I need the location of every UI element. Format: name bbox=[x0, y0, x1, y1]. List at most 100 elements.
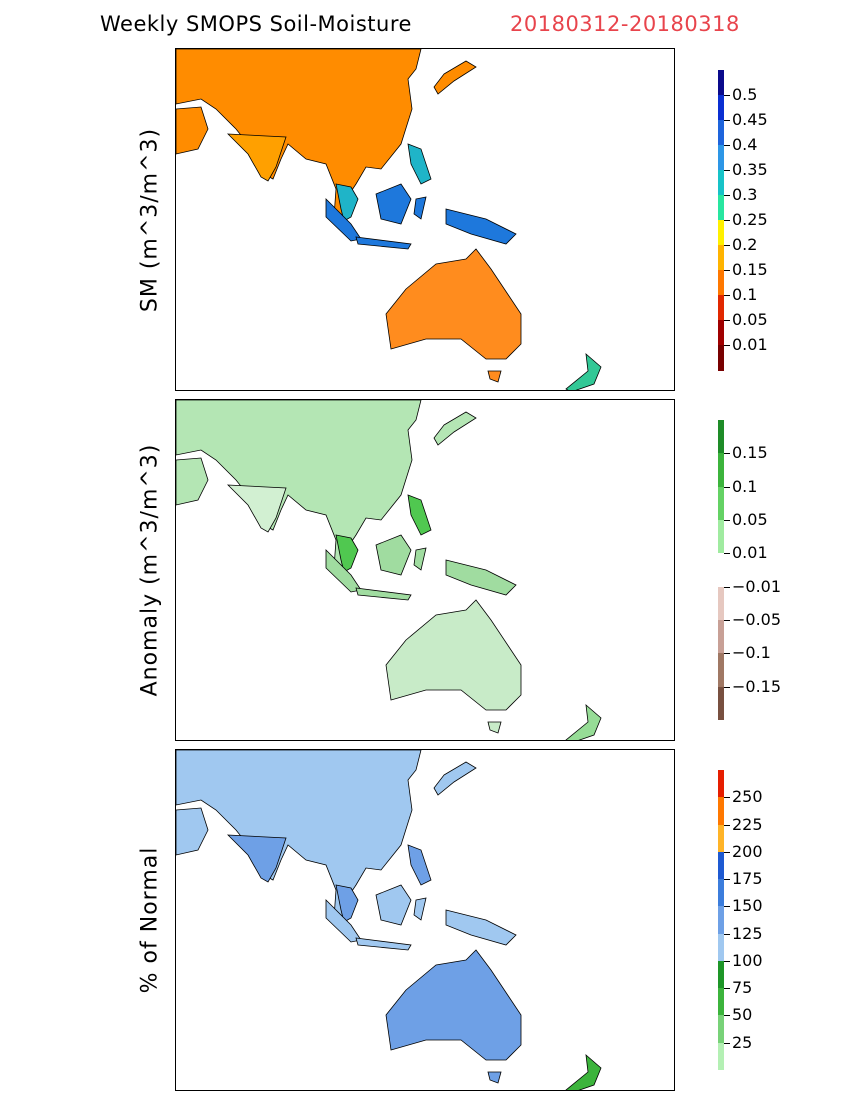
colorbar-tick bbox=[724, 686, 730, 688]
colorbar-segment bbox=[718, 586, 724, 621]
landmass-australia bbox=[385, 248, 522, 360]
landmass-sulawesi bbox=[413, 547, 427, 571]
landmass-java bbox=[355, 587, 412, 601]
colorbar-label: 200 bbox=[732, 841, 763, 861]
landmass-borneo bbox=[375, 534, 412, 576]
ylabel-percent: % of Normal bbox=[137, 846, 163, 994]
colorbar-segment bbox=[718, 320, 724, 346]
landmass-png bbox=[445, 909, 517, 946]
colorbar-anomaly bbox=[718, 420, 724, 721]
colorbar-segment bbox=[718, 220, 724, 246]
colorbar-tick bbox=[724, 145, 730, 146]
colorbar-segment bbox=[718, 620, 724, 654]
colorbar-label: −0.05 bbox=[732, 610, 782, 629]
colorbar-tick bbox=[724, 520, 730, 521]
landmass-nz bbox=[565, 353, 602, 390]
landmass-tasmania bbox=[487, 721, 502, 734]
colorbar-label: 0.1 bbox=[732, 476, 758, 496]
colorbar-segment bbox=[718, 988, 724, 1016]
colorbar-label: 0.4 bbox=[732, 135, 758, 154]
map-sm bbox=[176, 49, 602, 390]
colorbar-tick bbox=[724, 553, 730, 555]
landmass-sumatra bbox=[325, 198, 362, 242]
colorbar-label: 0.3 bbox=[732, 185, 758, 204]
colorbar-label: 150 bbox=[732, 896, 763, 916]
colorbar-segment bbox=[718, 170, 724, 196]
colorbar-label: −0.15 bbox=[732, 676, 782, 696]
colorbar-label: 0.01 bbox=[732, 543, 768, 563]
landmass-borneo bbox=[375, 884, 412, 926]
colorbar-tick bbox=[724, 295, 730, 296]
colorbar-segment bbox=[718, 95, 724, 121]
colorbar-label: 0.1 bbox=[732, 285, 758, 304]
colorbar-label: 125 bbox=[732, 923, 763, 943]
landmass-nz bbox=[565, 1054, 602, 1090]
colorbar-label: 0.5 bbox=[732, 85, 758, 104]
landmass-australia bbox=[385, 949, 522, 1061]
landmass-india bbox=[226, 484, 287, 533]
colorbar-tick bbox=[724, 453, 730, 455]
landmass-sulawesi bbox=[413, 897, 427, 921]
colorbar-tick bbox=[724, 906, 730, 908]
colorbar-tick bbox=[724, 270, 730, 271]
colorbar-tick bbox=[724, 824, 730, 826]
map-panel-percent bbox=[175, 749, 675, 1091]
colorbar-tick bbox=[724, 851, 730, 853]
landmass-sumatra bbox=[325, 549, 362, 593]
landmass-sulawesi bbox=[413, 196, 427, 220]
landmass-japan bbox=[433, 60, 477, 95]
colorbar-segment bbox=[718, 486, 724, 521]
landmass-java bbox=[355, 937, 412, 951]
colorbar-segment bbox=[718, 906, 724, 935]
landmass-sea bbox=[335, 183, 359, 222]
colorbar-segment bbox=[718, 420, 724, 454]
colorbar-label: −0.1 bbox=[732, 643, 771, 663]
landmass-nz bbox=[565, 704, 602, 740]
colorbar-segment bbox=[718, 195, 724, 221]
colorbar-sm bbox=[718, 70, 724, 371]
colorbar-label: 75 bbox=[732, 978, 753, 998]
landmass-japan bbox=[433, 411, 477, 446]
colorbar-tick bbox=[724, 245, 730, 246]
colorbar-label: 0.45 bbox=[732, 110, 768, 129]
colorbar-label: 250 bbox=[732, 787, 763, 807]
ylabel-anomaly: Anomaly (m^3/m^3) bbox=[137, 443, 163, 697]
landmass-philippines bbox=[407, 844, 432, 886]
colorbar-tick bbox=[724, 195, 730, 196]
landmass-borneo bbox=[375, 183, 412, 225]
landmass-arabia bbox=[176, 457, 209, 506]
landmass-philippines bbox=[407, 143, 432, 185]
colorbar-label: 0.25 bbox=[732, 210, 768, 229]
colorbar-tick bbox=[724, 1015, 730, 1017]
colorbar-segment bbox=[718, 960, 724, 989]
colorbar-label: 0.2 bbox=[732, 235, 758, 254]
colorbar-tick bbox=[724, 170, 730, 171]
landmass-india bbox=[226, 834, 287, 883]
colorbar-tick bbox=[724, 879, 730, 881]
colorbar-label: −0.01 bbox=[732, 576, 782, 596]
map-panel-anomaly bbox=[175, 399, 675, 741]
landmass-asia bbox=[176, 49, 422, 220]
ylabel-sm: SM (m^3/m^3) bbox=[137, 127, 163, 313]
landmass-arabia bbox=[176, 106, 209, 155]
colorbar-tick bbox=[724, 653, 730, 655]
colorbar-segment bbox=[718, 295, 724, 321]
colorbar-segment bbox=[718, 1042, 724, 1071]
landmass-asia bbox=[176, 400, 422, 571]
colorbar-segment bbox=[718, 453, 724, 488]
colorbar-segment bbox=[718, 245, 724, 271]
landmass-arabia bbox=[176, 807, 209, 856]
map-percent bbox=[176, 750, 602, 1090]
landmass-japan bbox=[433, 761, 477, 796]
colorbar-label: 0.01 bbox=[732, 335, 768, 354]
landmass-sea bbox=[335, 884, 359, 923]
colorbar-segment bbox=[718, 145, 724, 171]
landmass-tasmania bbox=[487, 1071, 502, 1084]
colorbar-tick bbox=[724, 586, 730, 588]
colorbar-percent bbox=[718, 770, 724, 1071]
colorbar-tick bbox=[724, 988, 730, 990]
colorbar-tick bbox=[724, 1042, 730, 1044]
colorbar-segment bbox=[718, 797, 724, 826]
colorbar-label: 0.05 bbox=[732, 510, 768, 529]
colorbar-tick bbox=[724, 620, 730, 621]
